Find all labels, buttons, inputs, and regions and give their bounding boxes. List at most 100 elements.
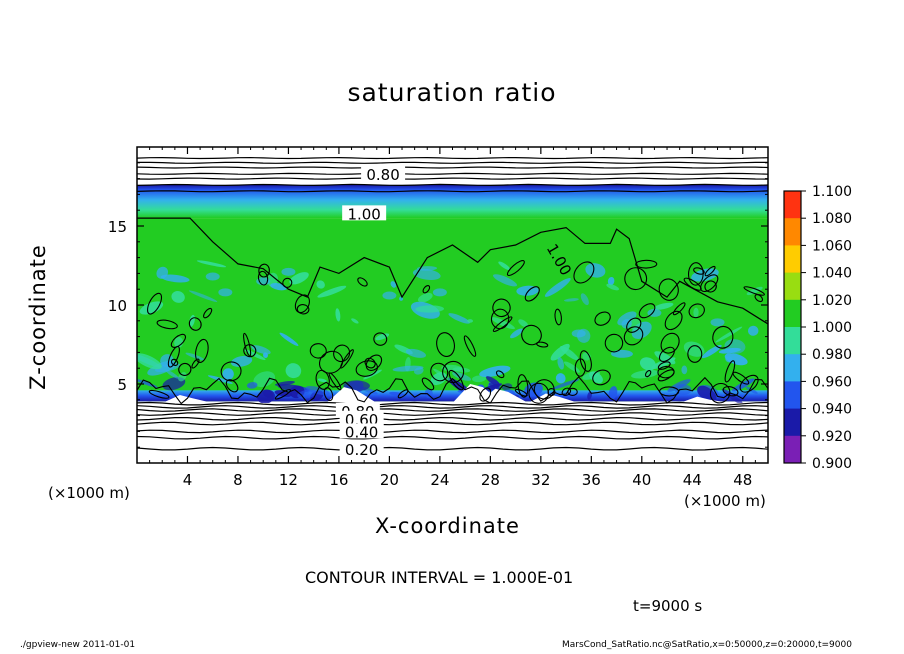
field-patch (725, 356, 733, 363)
contour-loop (490, 308, 510, 330)
field-patch (555, 373, 566, 384)
contour-loop (528, 382, 550, 404)
contour-loop (203, 307, 213, 319)
contour-loop (660, 332, 680, 354)
field-patch (416, 266, 438, 271)
contour-label: 0.80 (366, 166, 399, 184)
field-patch (747, 325, 759, 336)
field-patch (281, 267, 296, 276)
contour-loop (712, 325, 734, 349)
field-patch (580, 293, 589, 306)
field-patch (178, 372, 187, 382)
field-patch (608, 386, 618, 400)
contour-loop (257, 270, 269, 286)
contour-loop (364, 357, 376, 369)
field-patch (721, 388, 743, 405)
field-patch (571, 329, 586, 338)
contour-loop (274, 389, 292, 400)
contour-line (137, 161, 768, 164)
contour-line (137, 156, 768, 160)
contour-loop (479, 387, 492, 402)
field-patch (667, 379, 691, 392)
contour-loop (243, 344, 257, 358)
contour-loop (220, 361, 242, 382)
contour-loop (657, 361, 671, 370)
contour-line (137, 435, 768, 440)
contour-loop (594, 311, 611, 326)
field-patch (222, 368, 234, 380)
x-tick-label: 8 (233, 471, 243, 489)
field-patch (389, 391, 406, 397)
x-tick-label: 40 (632, 471, 651, 489)
colorbar-tick-label: 1.020 (812, 293, 852, 309)
contour-loop (573, 261, 595, 284)
contour-line (137, 190, 768, 193)
contour-loop (704, 265, 716, 277)
contour-line (137, 177, 768, 180)
field-patch (196, 260, 227, 268)
field-patch (518, 319, 529, 328)
colorbar-bin (784, 218, 801, 246)
contour-loop (178, 362, 192, 376)
contour-line (137, 183, 768, 187)
field-patch (335, 308, 341, 322)
field-patch (544, 278, 571, 297)
y-tick-label: 15 (108, 218, 127, 236)
field-patch (490, 317, 515, 330)
contour-loop (524, 286, 540, 302)
contour-loop (687, 345, 703, 363)
y-tick-label: 10 (108, 297, 127, 315)
contour-loop (604, 333, 624, 353)
contour-loop (340, 349, 354, 369)
field-patch (405, 348, 427, 358)
field-patch (317, 378, 328, 383)
contour-loop (623, 326, 644, 346)
time-label: t=9000 s (633, 597, 703, 615)
contour-loop (167, 346, 180, 368)
contour-line (137, 416, 768, 421)
contour-loop (700, 274, 719, 293)
field-patch (606, 283, 620, 291)
contour-loop (658, 278, 679, 301)
field-patch (246, 382, 258, 389)
field-patch (137, 353, 162, 370)
contour-loop (323, 387, 334, 402)
contour-loop (626, 317, 642, 333)
colorbar-tick-label: 0.980 (812, 347, 852, 363)
contour-loop (188, 317, 202, 331)
field-patch (343, 380, 370, 392)
contour-loop (693, 267, 705, 275)
contour-loop (658, 346, 675, 363)
contour-loop (296, 304, 310, 315)
undersaturated-layer (137, 402, 768, 463)
field-patch (551, 378, 580, 390)
contour-line (137, 217, 768, 325)
field-patch (516, 285, 539, 296)
contour-loop (328, 372, 342, 391)
field-patch (563, 361, 580, 373)
contour-loop (644, 369, 652, 378)
colorbar-bin (784, 381, 801, 410)
field-patch (679, 396, 731, 403)
contour-loop (638, 303, 656, 319)
contour-loop (657, 369, 675, 382)
field-patch (165, 369, 179, 379)
field-patch (382, 291, 397, 300)
contour-loop (547, 388, 556, 397)
contour-label: 0.20 (345, 441, 378, 459)
field-patch (390, 281, 397, 288)
field-patch (218, 288, 233, 297)
contour-loop (357, 277, 368, 287)
field-patch (477, 388, 529, 403)
y-tick-label: 5 (117, 376, 127, 394)
field-patch (472, 375, 487, 383)
x-tick-label: 32 (531, 471, 550, 489)
field-patch (424, 388, 433, 399)
contour-line (137, 376, 768, 405)
colorbar-bin (784, 327, 801, 355)
contour-line (137, 401, 768, 406)
contour-loop (147, 292, 163, 315)
x-tick-label: 4 (183, 471, 193, 489)
field-patch (251, 345, 271, 355)
contour-loop (170, 333, 187, 348)
